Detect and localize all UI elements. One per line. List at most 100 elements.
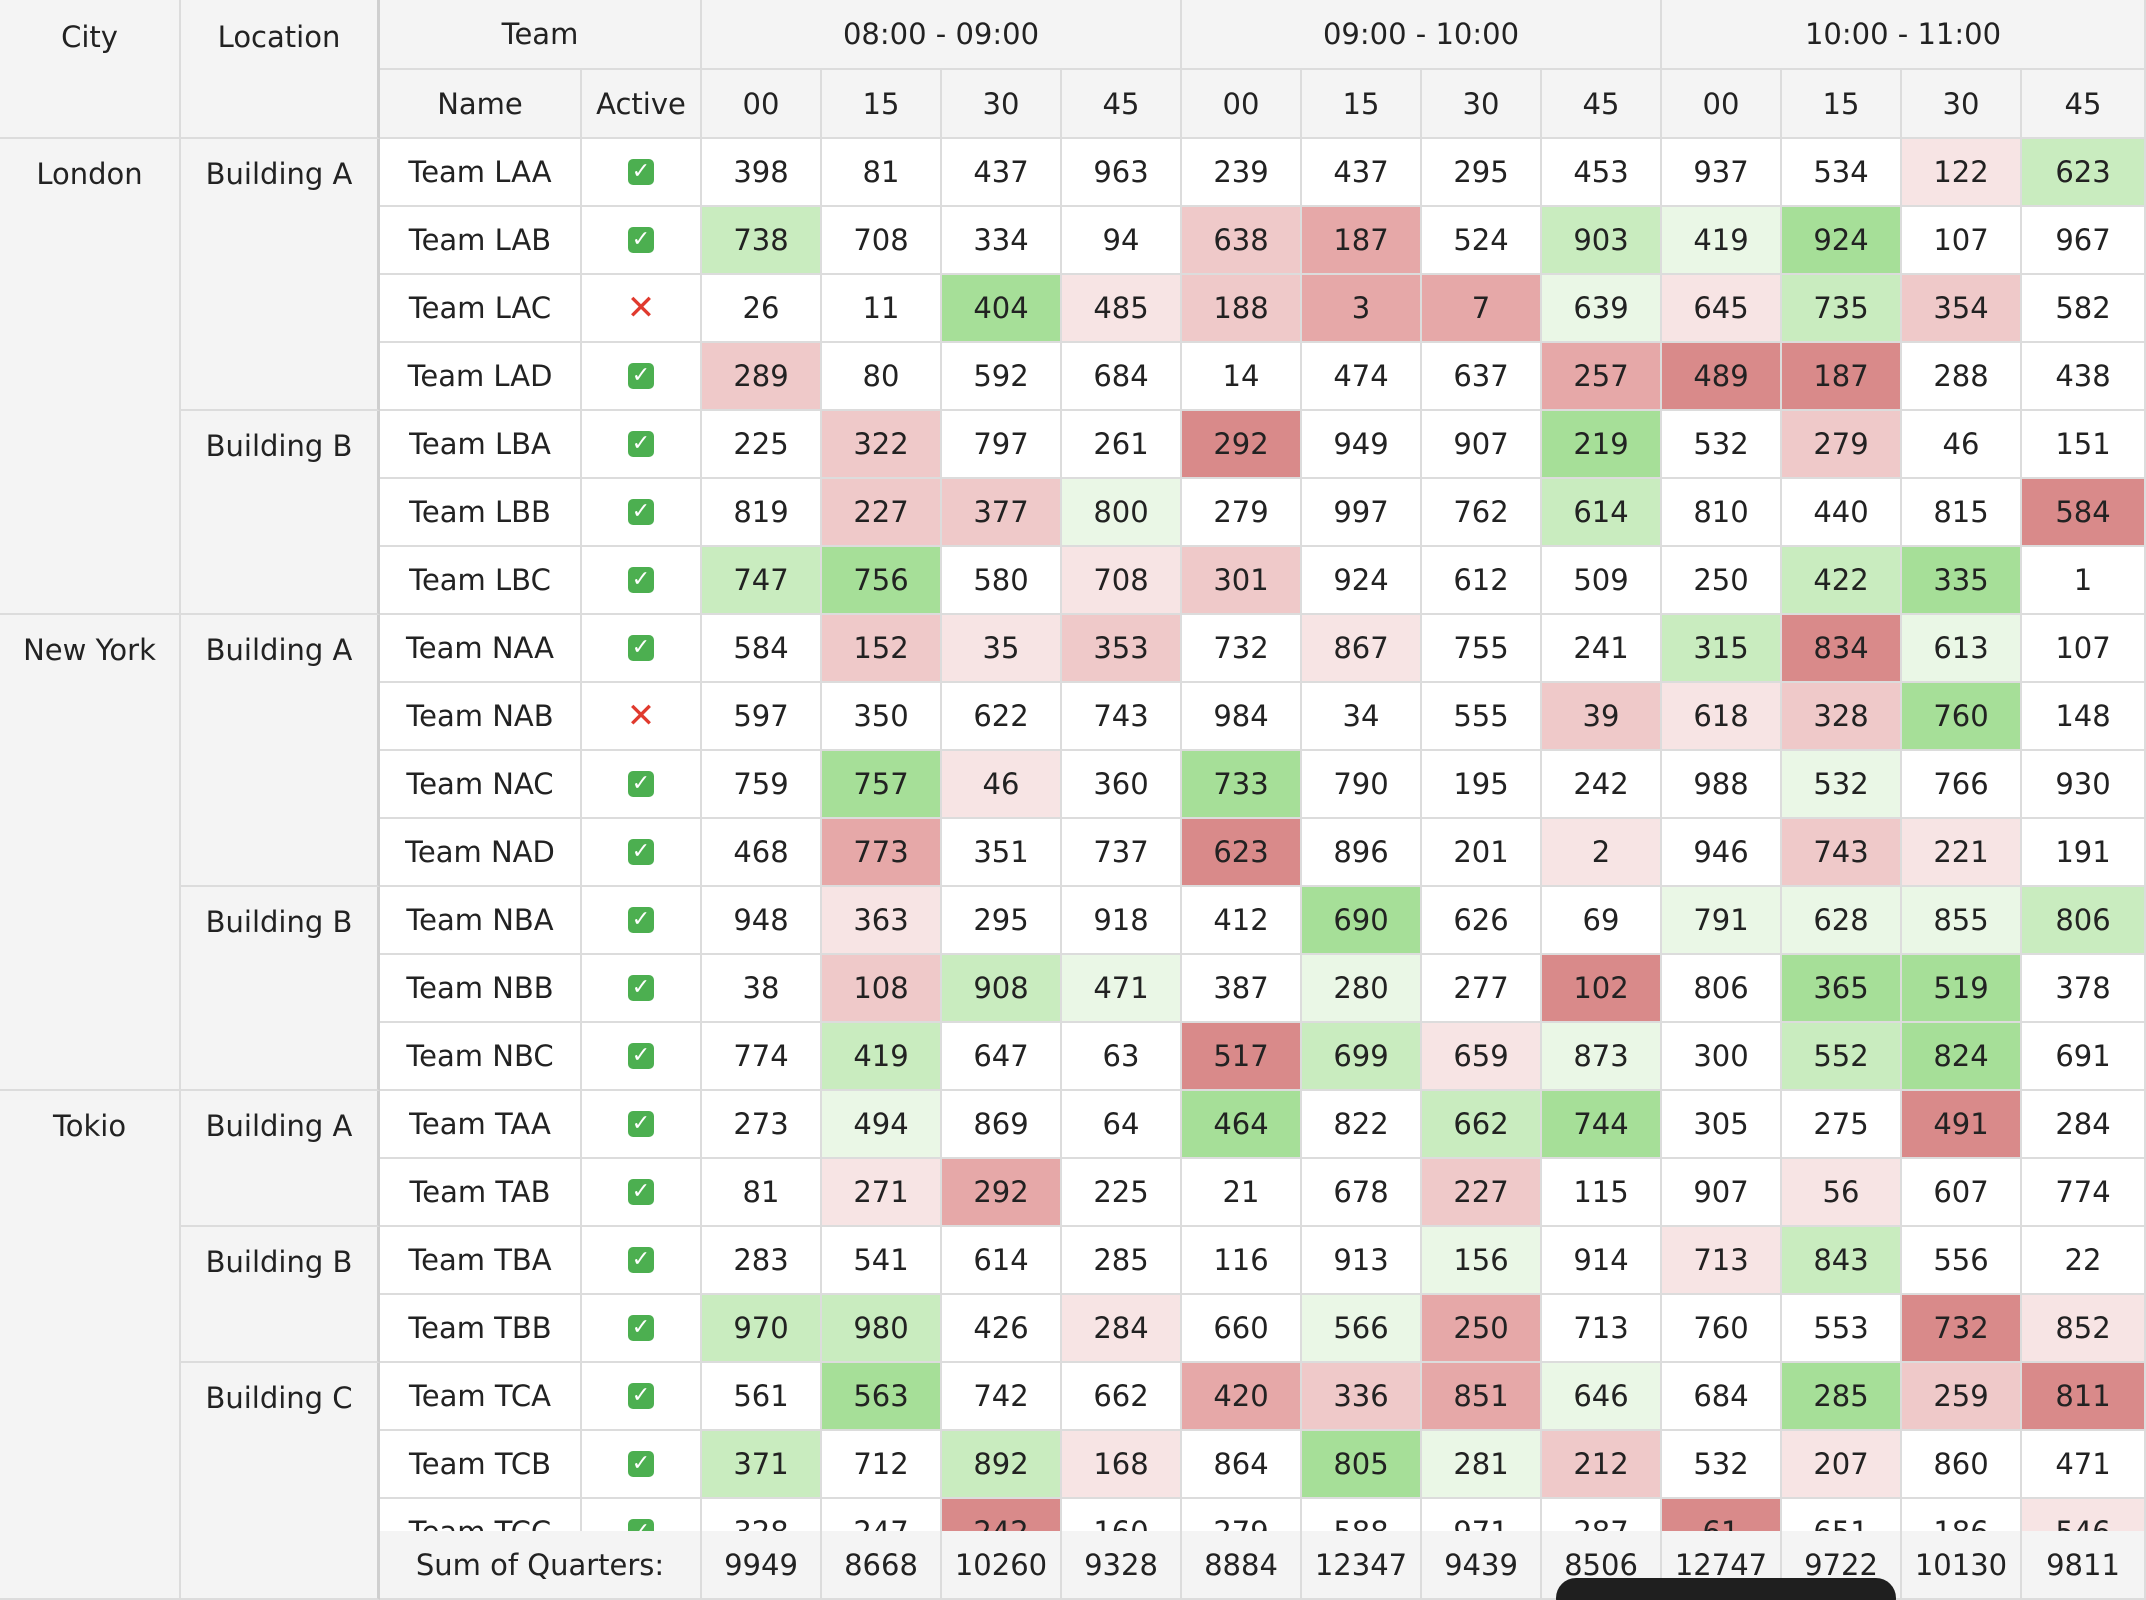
value-cell[interactable]: 271 [822,1159,942,1227]
value-cell[interactable]: 279 [1182,1499,1302,1531]
value-cell[interactable]: 623 [1182,819,1302,887]
value-cell[interactable]: 94 [1062,207,1182,275]
team-name-cell[interactable]: Team NBC [380,1023,582,1091]
header-quarter[interactable]: 15 [1302,70,1422,139]
active-cell[interactable]: ✓ [582,1499,702,1531]
active-cell[interactable]: ✓ [582,1227,702,1295]
header-city[interactable]: City [0,0,181,139]
value-cell[interactable]: 963 [1062,139,1182,207]
active-cell[interactable]: ✓ [582,139,702,207]
value-cell[interactable]: 257 [1542,343,1662,411]
value-cell[interactable]: 532 [1782,751,1902,819]
value-cell[interactable]: 713 [1662,1227,1782,1295]
value-cell[interactable]: 824 [1902,1023,2022,1091]
value-cell[interactable]: 301 [1182,547,1302,615]
value-cell[interactable]: 684 [1062,343,1182,411]
header-group-2[interactable]: 09:00 - 10:00 [1182,0,1662,70]
value-cell[interactable]: 63 [1062,1023,1182,1091]
location-cell[interactable]: Building B [181,411,380,615]
value-cell[interactable]: 903 [1542,207,1662,275]
value-cell[interactable]: 225 [1062,1159,1182,1227]
value-cell[interactable]: 918 [1062,887,1182,955]
value-cell[interactable]: 285 [1062,1227,1182,1295]
value-cell[interactable]: 289 [702,343,822,411]
value-cell[interactable]: 588 [1302,1499,1422,1531]
team-name-cell[interactable]: Team LBB [380,479,582,547]
value-cell[interactable]: 971 [1422,1499,1542,1531]
value-cell[interactable]: 645 [1662,275,1782,343]
value-cell[interactable]: 494 [822,1091,942,1159]
value-cell[interactable]: 834 [1782,615,1902,683]
value-cell[interactable]: 517 [1182,1023,1302,1091]
value-cell[interactable]: 212 [1542,1431,1662,1499]
value-cell[interactable]: 377 [942,479,1062,547]
value-cell[interactable]: 288 [1902,343,2022,411]
value-cell[interactable]: 247 [822,1499,942,1531]
team-name-cell[interactable]: Team NBB [380,955,582,1023]
value-cell[interactable]: 852 [2022,1295,2146,1363]
value-cell[interactable]: 227 [1422,1159,1542,1227]
value-cell[interactable]: 156 [1422,1227,1542,1295]
value-cell[interactable]: 597 [702,683,822,751]
value-cell[interactable]: 152 [822,615,942,683]
value-cell[interactable]: 553 [1782,1295,1902,1363]
value-cell[interactable]: 464 [1182,1091,1302,1159]
value-cell[interactable]: 592 [942,343,1062,411]
header-quarter[interactable]: 15 [1782,70,1902,139]
value-cell[interactable]: 555 [1422,683,1542,751]
header-quarter[interactable]: 45 [1062,70,1182,139]
active-cell[interactable]: ✓ [582,547,702,615]
active-cell[interactable]: ✓ [582,1363,702,1431]
value-cell[interactable]: 691 [2022,1023,2146,1091]
value-cell[interactable]: 980 [822,1295,942,1363]
value-cell[interactable]: 647 [942,1023,1062,1091]
value-cell[interactable]: 489 [1662,343,1782,411]
value-cell[interactable]: 867 [1302,615,1422,683]
team-name-cell[interactable]: Team LBC [380,547,582,615]
value-cell[interactable]: 34 [1302,683,1422,751]
value-cell[interactable]: 646 [1542,1363,1662,1431]
value-cell[interactable]: 810 [1662,479,1782,547]
value-cell[interactable]: 284 [2022,1091,2146,1159]
value-cell[interactable]: 360 [1062,751,1182,819]
value-cell[interactable]: 284 [1062,1295,1182,1363]
team-name-cell[interactable]: Team NAD [380,819,582,887]
value-cell[interactable]: 860 [1902,1431,2022,1499]
team-name-cell[interactable]: Team LAA [380,139,582,207]
value-cell[interactable]: 660 [1182,1295,1302,1363]
header-quarter[interactable]: 30 [1902,70,2022,139]
value-cell[interactable]: 279 [1782,411,1902,479]
team-name-cell[interactable]: Team LBA [380,411,582,479]
value-cell[interactable]: 207 [1782,1431,1902,1499]
value-cell[interactable]: 797 [942,411,1062,479]
value-cell[interactable]: 437 [1302,139,1422,207]
value-cell[interactable]: 412 [1182,887,1302,955]
team-name-cell[interactable]: Team TCA [380,1363,582,1431]
location-cell[interactable]: Building B [181,1227,380,1363]
value-cell[interactable]: 474 [1302,343,1422,411]
location-cell[interactable]: Building A [181,139,380,411]
value-cell[interactable]: 948 [702,887,822,955]
value-cell[interactable]: 285 [1782,1363,1902,1431]
value-cell[interactable]: 755 [1422,615,1542,683]
value-cell[interactable]: 638 [1182,207,1302,275]
value-cell[interactable]: 873 [1542,1023,1662,1091]
value-cell[interactable]: 623 [2022,139,2146,207]
value-cell[interactable]: 913 [1302,1227,1422,1295]
active-cell[interactable]: ✓ [582,887,702,955]
value-cell[interactable]: 11 [822,275,942,343]
value-cell[interactable]: 744 [1542,1091,1662,1159]
team-name-cell[interactable]: Team NAA [380,615,582,683]
location-cell[interactable]: Building C [181,1363,380,1531]
team-name-cell[interactable]: Team TCC [380,1499,582,1531]
value-cell[interactable]: 612 [1422,547,1542,615]
value-cell[interactable]: 532 [1662,411,1782,479]
value-cell[interactable]: 949 [1302,411,1422,479]
value-cell[interactable]: 38 [702,955,822,1023]
value-cell[interactable]: 350 [822,683,942,751]
active-cell[interactable]: ✓ [582,751,702,819]
value-cell[interactable]: 107 [1902,207,2022,275]
value-cell[interactable]: 509 [1542,547,1662,615]
value-cell[interactable]: 967 [2022,207,2146,275]
